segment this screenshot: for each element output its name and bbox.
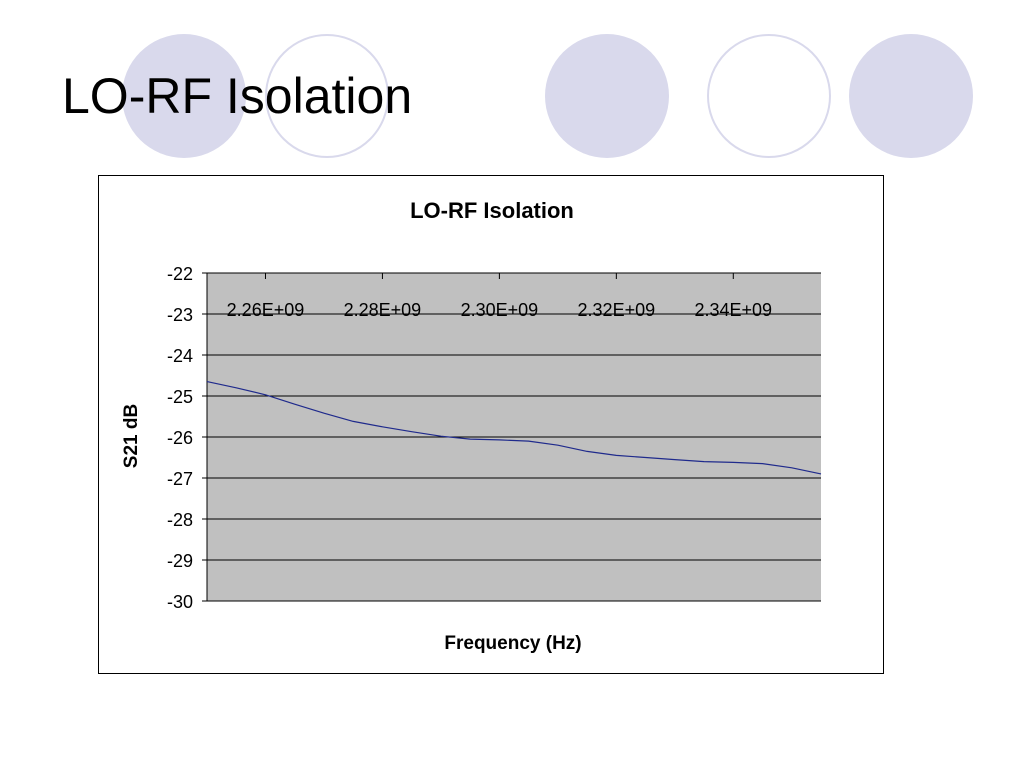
x-tick-label: 2.28E+09	[344, 300, 422, 320]
chart-frame: LO-RF Isolation -22 -23 -24 -25 -26 -27 -28 -29…	[98, 175, 884, 674]
decorative-circle-filled-2	[545, 34, 669, 158]
tick-labels: -22 -23 -24 -25 -26 -27 -28 -29 -30 2.26E+09 2.28E…	[167, 264, 772, 612]
decorative-circle-filled-3	[849, 34, 973, 158]
y-tick-label: -22	[167, 264, 193, 284]
x-tick-label: 2.26E+09	[227, 300, 305, 320]
y-tick-label: -25	[167, 387, 193, 407]
series-layer	[206, 381, 822, 475]
x-tick-label: 2.30E+09	[461, 300, 539, 320]
decorative-circle-ring-2	[707, 34, 831, 158]
y-tick-label: -29	[167, 551, 193, 571]
y-tick-label: -27	[167, 469, 193, 489]
gridlines	[207, 272, 821, 602]
decorative-circle-ring-1	[265, 34, 389, 158]
chart-title: LO-RF Isolation	[410, 198, 574, 223]
chart-svg: LO-RF Isolation -22 -23 -24 -25 -26 -27 -28 -29…	[121, 198, 822, 654]
y-tick-label: -28	[167, 510, 193, 530]
y-axis-label: S21 dB	[121, 404, 142, 468]
x-tick-label: 2.34E+09	[694, 300, 772, 320]
decorative-circle-filled-1	[122, 34, 246, 158]
y-tick-label: -23	[167, 305, 193, 325]
x-axis-label: Frequency (Hz)	[444, 633, 581, 654]
y-tick-label: -26	[167, 428, 193, 448]
x-tick-label: 2.32E+09	[578, 300, 656, 320]
slide-title: LO-RF Isolation	[62, 68, 413, 124]
y-tick-label: -30	[167, 592, 193, 612]
y-tick-label: -24	[167, 346, 193, 366]
axes	[202, 272, 734, 602]
series-line	[206, 381, 822, 475]
